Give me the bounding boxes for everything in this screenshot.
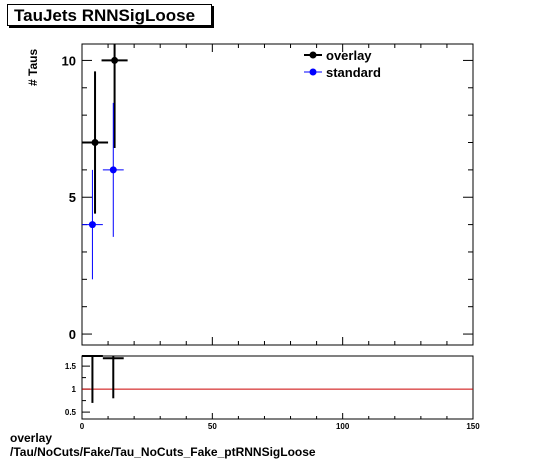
main-plot-frame — [81, 43, 474, 346]
ratio-plot-marks — [82, 355, 473, 403]
y-tick-label: 10 — [62, 53, 76, 68]
data-point — [88, 221, 96, 229]
legend-overlay-marker — [309, 51, 317, 59]
legend-standard-marker — [309, 68, 317, 76]
ratio-y-tick-label: 0.5 — [65, 408, 77, 417]
ratio-axis-ticks: 0.5 1 1.5 0 50 100 150 — [65, 362, 480, 431]
y-tick-label: 5 — [69, 190, 76, 205]
ratio-x-tick-label: 50 — [208, 422, 217, 431]
ratio-plot-frame — [81, 355, 474, 420]
main-axis-ticks: 0 5 10 — [62, 44, 474, 345]
footer-label: overlay — [10, 431, 53, 445]
y-tick-label: 0 — [69, 327, 76, 342]
data-point — [111, 56, 119, 64]
data-point — [91, 139, 99, 147]
chart-title: TauJets RNNSigLoose — [14, 6, 196, 25]
ratio-y-tick-label: 1 — [72, 385, 77, 394]
ratio-x-tick-label: 150 — [466, 422, 480, 431]
footer-path: /Tau/NoCuts/Fake/Tau_NoCuts_Fake_ptRNNSi… — [10, 445, 316, 459]
data-point — [109, 166, 117, 174]
legend: overlay standard — [304, 48, 381, 80]
ratio-x-tick-label: 100 — [336, 422, 350, 431]
legend-standard-label: standard — [326, 65, 381, 80]
chart-title-box: TauJets RNNSigLoose — [7, 4, 212, 26]
ratio-x-tick-label: 0 — [80, 422, 85, 431]
ratio-y-tick-label: 1.5 — [65, 362, 77, 371]
y-axis-label: # Taus — [26, 49, 40, 86]
legend-overlay-label: overlay — [326, 48, 372, 63]
main-plot-marks — [82, 44, 128, 280]
